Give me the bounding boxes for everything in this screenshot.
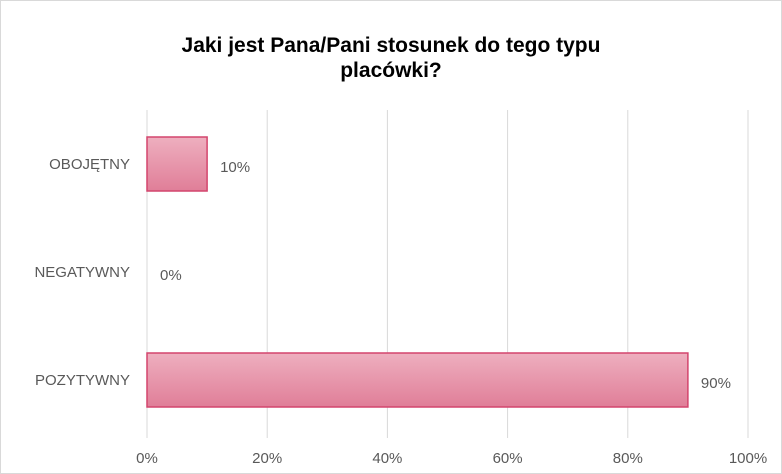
category-label: NEGATYWNY: [34, 264, 130, 281]
x-tick-label: 60%: [493, 450, 523, 467]
bar-0: [146, 136, 208, 192]
bar-2: [146, 352, 689, 408]
data-label: 90%: [701, 375, 731, 392]
bars: [146, 136, 689, 408]
category-label: POZYTYWNY: [35, 372, 130, 389]
x-tick-label: 80%: [613, 450, 643, 467]
chart-title-line-2: placówki?: [340, 59, 442, 82]
chart-title: Jaki jest Pana/Pani stosunek do tego typ…: [0, 33, 782, 83]
category-label: OBOJĘTNY: [49, 156, 130, 173]
x-tick-label: 40%: [372, 450, 402, 467]
x-tick-label: 20%: [252, 450, 282, 467]
data-label: 10%: [220, 159, 250, 176]
chart-title-line-1: Jaki jest Pana/Pani stosunek do tego typ…: [181, 34, 601, 57]
x-tick-label: 0%: [136, 450, 158, 467]
labels: 0% 20% 40% 60% 80% 100% OBOJĘTNY 10% NEGATYWNY 0%…: [34, 156, 767, 467]
x-tick-label: 100%: [729, 450, 767, 467]
data-label: 0%: [160, 267, 182, 284]
